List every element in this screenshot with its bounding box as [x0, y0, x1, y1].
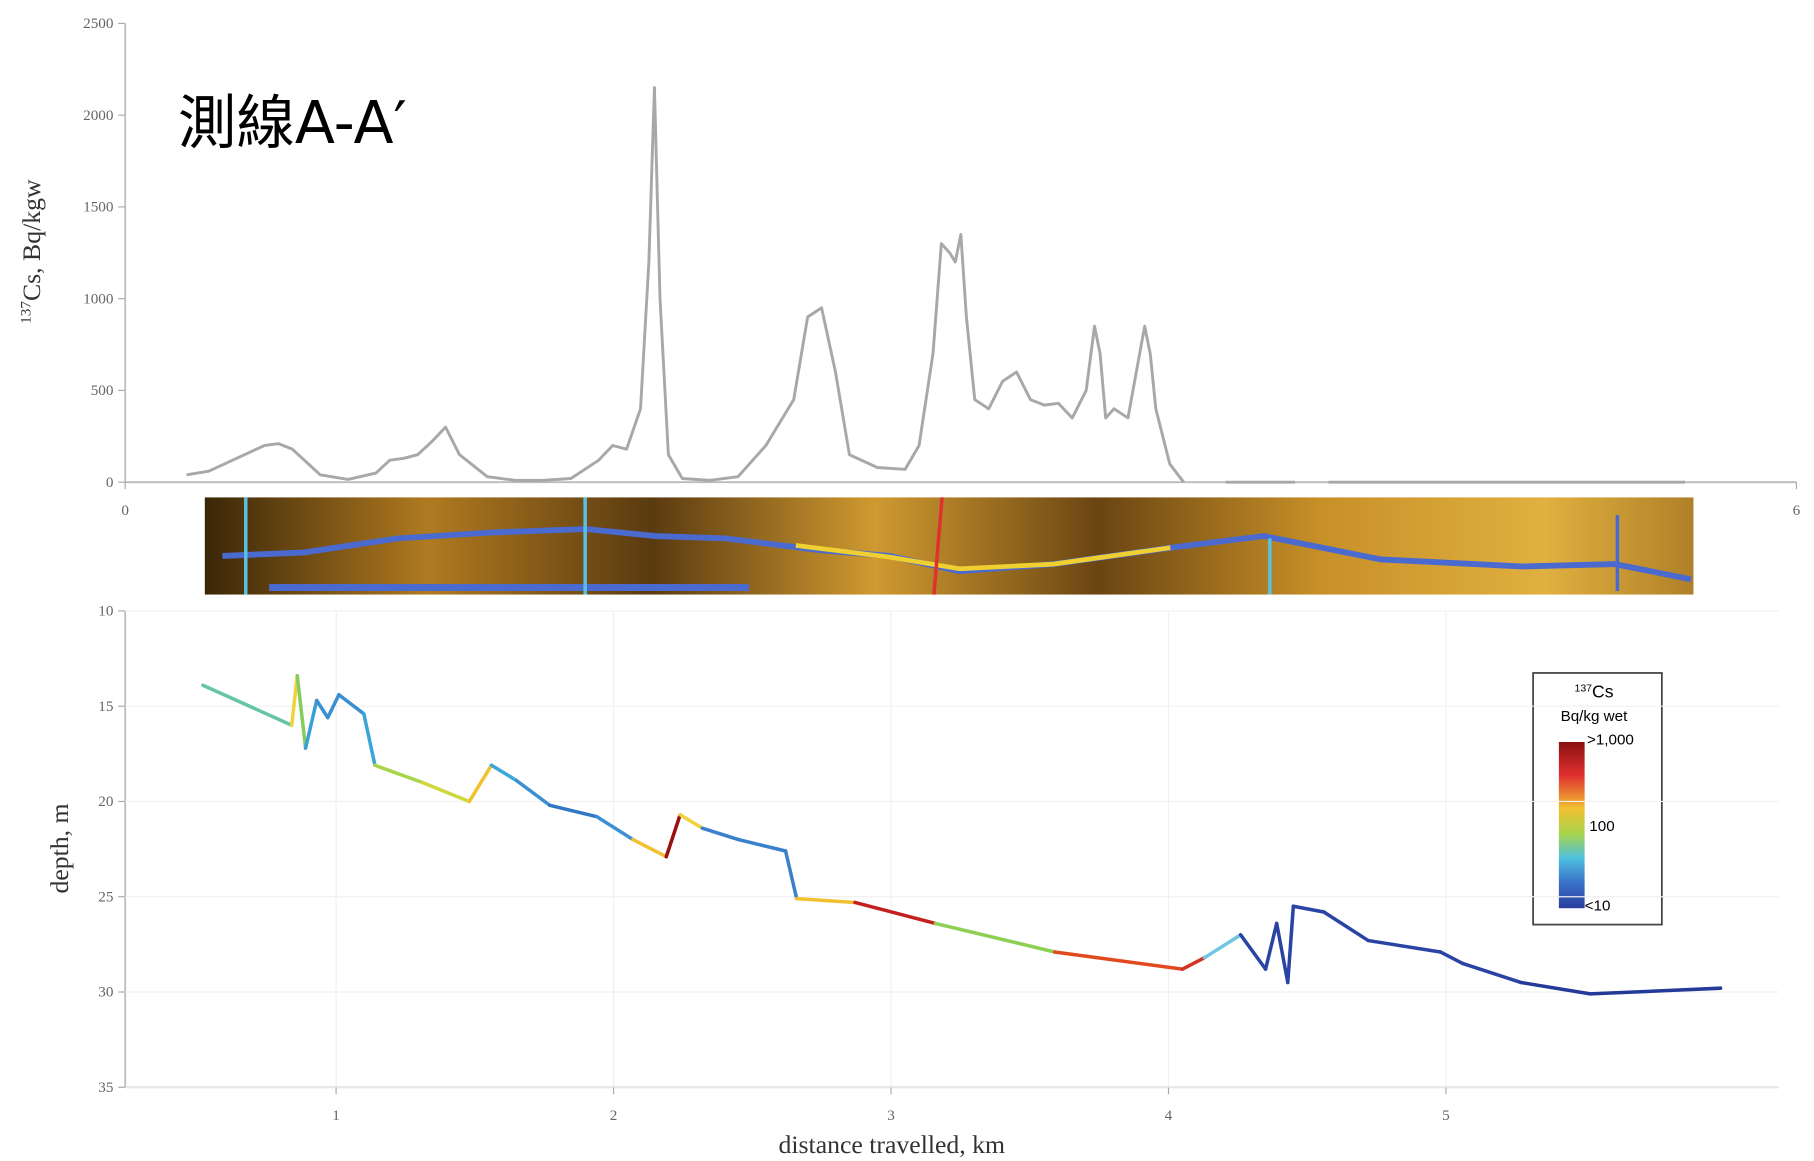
line-segment [364, 714, 375, 765]
line-segment [666, 815, 680, 857]
line-segment [1055, 952, 1183, 969]
line-segment [738, 840, 785, 851]
line-segment [1324, 912, 1368, 941]
figure: 測線A-A′ 137Cs, Bq/kgw depth, m distance t… [0, 0, 1814, 1161]
y-tick-label: 500 [91, 382, 114, 399]
y-tick-label: 10 [98, 603, 114, 620]
line-segment [297, 676, 305, 748]
line-segment [422, 782, 469, 801]
x-tick-label: 2 [610, 1107, 618, 1124]
line-segment [1288, 906, 1294, 982]
page: 測線A-A′ 137Cs, Bq/kgw depth, m distance t… [0, 0, 1814, 1161]
line-segment [317, 700, 328, 717]
line-segment [339, 695, 364, 714]
y-tick-label: 2500 [83, 15, 114, 32]
colorbar-legend: 137Cs Bq/kg wet >1,000 100 <10 [1533, 673, 1662, 925]
y-tick-label: 25 [98, 888, 113, 905]
y-axis-label: depth, m [45, 803, 74, 893]
y-tick-label: 15 [98, 698, 113, 715]
colorbar-label: 100 [1589, 818, 1614, 835]
y-tick-label: 20 [98, 793, 114, 810]
line-segment [550, 805, 597, 816]
y-tick-label: 35 [98, 1079, 113, 1096]
line-segment [935, 923, 1054, 952]
line-segment [1277, 923, 1288, 982]
line-segment [633, 840, 666, 857]
line-segment [597, 817, 633, 840]
sonar-image [205, 497, 1694, 594]
x-tick-label: 5 [1442, 1107, 1450, 1124]
line-segment [203, 685, 292, 725]
line-segment [469, 765, 491, 801]
legend-unit: Bq/kg wet [1561, 708, 1629, 725]
line-segment [1293, 906, 1324, 912]
line-segment [1440, 952, 1462, 963]
colorbar-label: <10 [1585, 898, 1611, 915]
y-axis-label: 137Cs, Bq/kgw [17, 179, 46, 324]
y-label-text: Cs, Bq/kgw [17, 179, 46, 301]
line-segment [797, 899, 855, 903]
superscript: 137 [17, 301, 34, 324]
legend-title-text: Cs [1592, 682, 1614, 702]
line-segment [786, 851, 797, 899]
line-segment [680, 815, 702, 828]
sonar-strip [205, 497, 1694, 594]
colorbar-label: >1,000 [1587, 731, 1634, 748]
x-axis-label: distance travelled, km [779, 1130, 1006, 1159]
colorbar [1559, 742, 1585, 908]
y-tick-label: 0 [106, 474, 114, 491]
line-segment [1241, 935, 1266, 969]
line-segment [1590, 988, 1720, 994]
y-tick-label: 1000 [83, 290, 114, 307]
line-segment [491, 765, 516, 780]
annotation: 測線A-A′ [178, 89, 407, 157]
y-tick-label: 2000 [83, 107, 114, 124]
x-tick-label: 6 [1793, 502, 1801, 519]
superscript: 137 [1574, 683, 1592, 695]
x-tick-label: 1 [332, 1107, 340, 1124]
x-tick-label: 3 [887, 1107, 895, 1124]
line-segment [306, 700, 317, 748]
line-segment [375, 765, 422, 782]
line-segment [1368, 941, 1440, 952]
y-tick-label: 30 [98, 984, 114, 1001]
line-segment [855, 902, 935, 923]
x-tick-label: 0 [121, 502, 129, 519]
line-segment [1205, 935, 1241, 958]
x-tick-label: 4 [1165, 1107, 1173, 1124]
line-segment [702, 828, 738, 839]
y-tick-label: 1500 [83, 199, 114, 216]
line-segment [1266, 923, 1277, 969]
line-segment [1182, 958, 1204, 969]
line-segment [1463, 963, 1521, 982]
